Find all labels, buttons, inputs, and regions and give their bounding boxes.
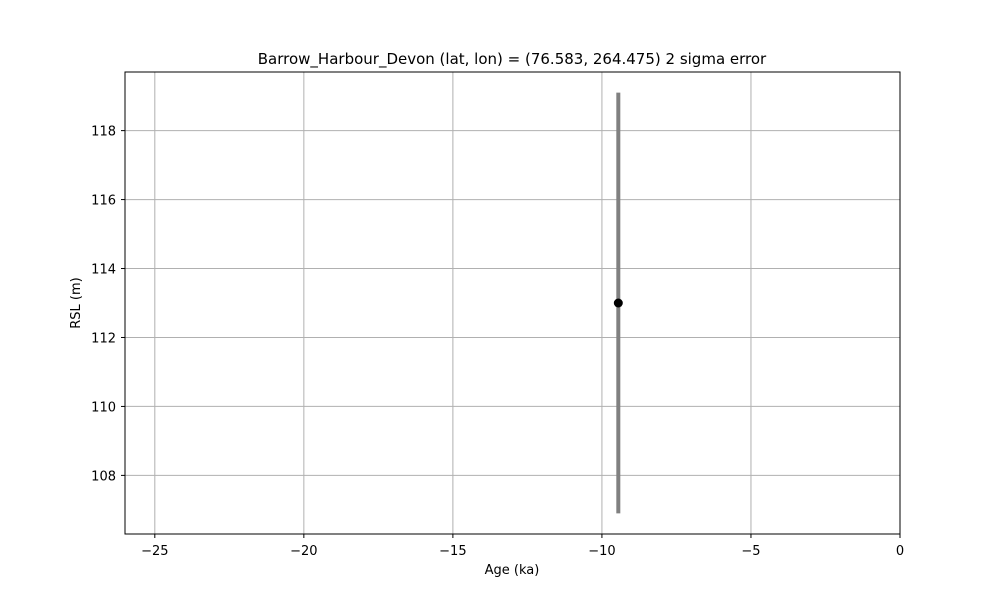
x-tick-label: −5 — [741, 544, 760, 559]
x-axis-label: Age (ka) — [485, 563, 540, 578]
x-tick-label: −25 — [141, 544, 168, 559]
x-tick-label: −20 — [290, 544, 317, 559]
y-tick-label: 114 — [91, 263, 116, 278]
x-tick-label: −15 — [439, 544, 466, 559]
x-tick-label: 0 — [896, 544, 904, 559]
y-tick-label: 116 — [91, 194, 116, 209]
data-point — [613, 298, 623, 308]
grid — [125, 72, 901, 534]
plot-area-frame — [124, 71, 901, 535]
y-tick-label: 108 — [91, 469, 116, 484]
y-tick-label: 112 — [91, 331, 116, 346]
axis-ticks: −25 −20 −15 −10 −5 0 108 110 112 114 116 118 — [91, 125, 904, 559]
chart-title: Barrow_Harbour_Devon (lat, lon) = (76.58… — [258, 50, 767, 69]
y-axis-label: RSL (m) — [69, 277, 84, 328]
x-tick-label: −10 — [588, 544, 615, 559]
y-tick-label: 118 — [91, 125, 116, 140]
y-tick-label: 110 — [91, 400, 116, 415]
data-series — [613, 92, 623, 514]
